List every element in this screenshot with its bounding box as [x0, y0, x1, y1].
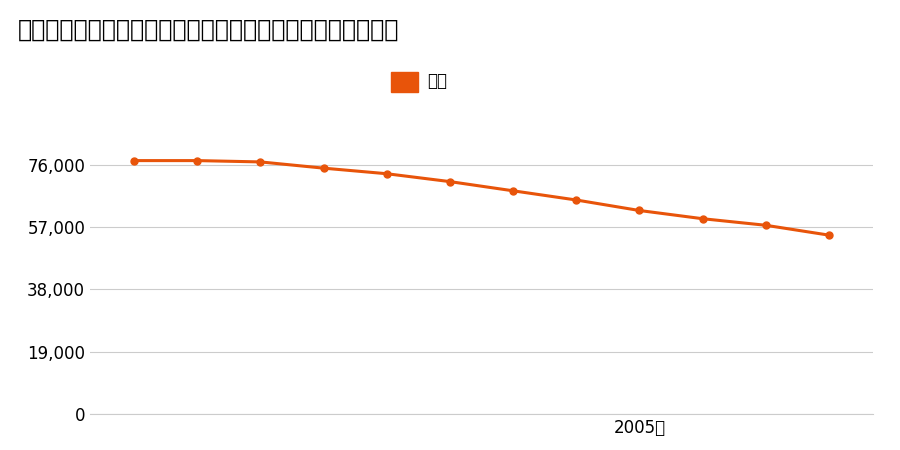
Text: 価格: 価格	[428, 72, 447, 90]
Text: 宮城県仙台市宮城野区蒲生字南屋ヶ城１８番１３の地価推移: 宮城県仙台市宮城野区蒲生字南屋ヶ城１８番１３の地価推移	[18, 18, 400, 42]
